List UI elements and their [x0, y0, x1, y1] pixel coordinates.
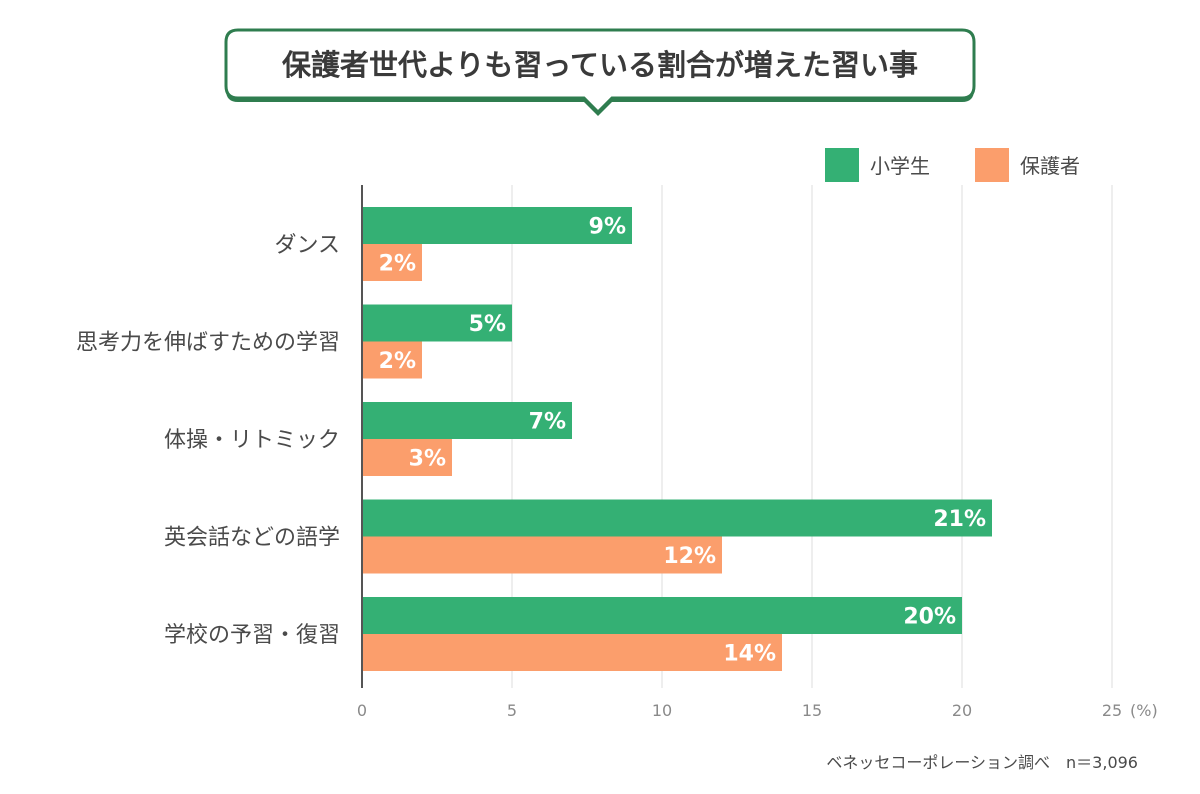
bar — [362, 597, 962, 634]
legend-label-students: 小学生 — [870, 154, 930, 178]
legend-label-parents: 保護者 — [1020, 154, 1080, 178]
bar-value-label: 2% — [379, 349, 416, 374]
bar-value-label: 14% — [723, 642, 776, 667]
bar-value-label: 5% — [469, 312, 506, 337]
chart-title: 保護者世代よりも習っている割合が増えた習い事 — [281, 48, 918, 82]
bar — [362, 304, 512, 342]
x-tick-label: 15 — [802, 701, 822, 720]
bar — [362, 402, 572, 439]
bar — [362, 207, 632, 244]
category-label: 英会話などの語学 — [164, 526, 340, 551]
bar — [362, 341, 422, 379]
legend: 小学生 保護者 — [825, 148, 1080, 182]
x-tick-label: 0 — [357, 701, 367, 720]
bar — [362, 439, 452, 476]
bar — [362, 634, 782, 671]
x-axis-ticks: 0 5 10 15 20 25 — [357, 701, 1122, 720]
bar-value-label: 3% — [409, 447, 446, 472]
x-tick-label: 25 — [1102, 701, 1122, 720]
bar — [362, 499, 992, 537]
legend-swatch-students — [825, 148, 859, 182]
x-axis-unit: (%) — [1130, 701, 1158, 720]
bar-value-label: 12% — [663, 544, 716, 569]
bar-value-label: 2% — [379, 252, 416, 277]
bar-value-label: 20% — [903, 605, 956, 630]
category-label: 学校の予習・復習 — [164, 623, 340, 648]
x-tick-label: 20 — [952, 701, 972, 720]
title-callout-box — [224, 28, 976, 115]
bars: 9% 2% 5% 2% 7% 3% 21% 12% 20% 14% — [362, 207, 992, 671]
category-label: ダンス — [274, 233, 340, 258]
bar-value-label: 21% — [933, 507, 986, 532]
legend-swatch-parents — [975, 148, 1009, 182]
source-note: ベネッセコーポレーション調べ n＝3,096 — [826, 753, 1138, 772]
bar-value-label: 9% — [589, 215, 626, 240]
category-label: 体操・リトミック — [164, 428, 340, 453]
bar-value-label: 7% — [529, 410, 566, 435]
x-tick-label: 10 — [652, 701, 672, 720]
bar — [362, 536, 722, 574]
bar — [362, 244, 422, 281]
x-tick-label: 5 — [507, 701, 517, 720]
category-label: 思考力を伸ばすための学習 — [76, 331, 340, 356]
title-callout: 保護者世代よりも習っている割合が増えた習い事 — [224, 28, 976, 116]
